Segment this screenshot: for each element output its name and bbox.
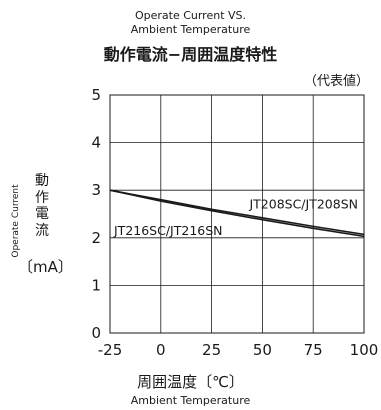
chart-title-en-line1: Operate Current VS. xyxy=(134,9,247,22)
x-tick-labels: -25 0 25 50 75 100 xyxy=(98,341,379,359)
plot-frame xyxy=(109,94,365,334)
y-tick-label: 4 xyxy=(91,134,101,152)
y-axis-unit: 〔mA〕 xyxy=(18,258,73,276)
chart-title-jp: 動作電流−周囲温度特性 xyxy=(103,45,278,64)
y-axis-label-jp: 動作電流 xyxy=(35,173,49,239)
series-line-1 xyxy=(109,189,365,236)
x-axis-label-jp: 周囲温度〔℃〕 xyxy=(137,373,244,391)
x-tick-label: 75 xyxy=(304,341,323,359)
x-tick-label: 0 xyxy=(156,341,166,359)
typical-value-note: （代表値） xyxy=(303,74,369,89)
series-label-2: JT216SC/JT216SN xyxy=(113,223,223,238)
series-line-2 xyxy=(109,189,365,238)
y-tick-label: 5 xyxy=(91,86,101,104)
y-tick-label: 0 xyxy=(91,324,101,342)
x-tick-label: 50 xyxy=(253,341,272,359)
x-tick-label: 100 xyxy=(350,341,379,359)
y-tick-label: 1 xyxy=(91,276,101,294)
y-tick-label: 3 xyxy=(91,181,101,199)
chart-title-en-line2: Ambient Temperature xyxy=(130,23,251,36)
y-tick-labels: 0 1 2 3 4 5 xyxy=(91,86,101,342)
x-axis-label-en: Ambient Temperature xyxy=(130,394,251,407)
series-labels: JT208SC/JT208SN JT216SC/JT216SN xyxy=(113,196,358,238)
series-label-1: JT208SC/JT208SN xyxy=(248,196,358,211)
x-tick-label: 25 xyxy=(202,341,221,359)
x-tick-label: -25 xyxy=(98,341,123,359)
y-tick-label: 2 xyxy=(91,229,101,247)
series-lines xyxy=(109,189,365,238)
